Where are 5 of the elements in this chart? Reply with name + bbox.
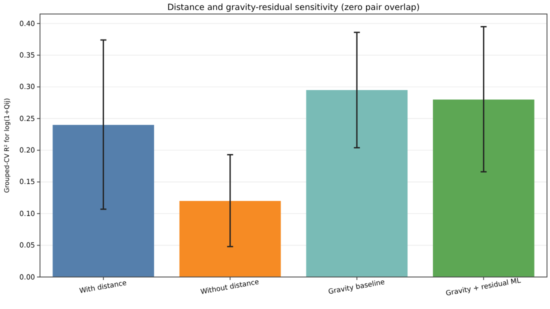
chart-title: Distance and gravity-residual sensitivity (zero pair overlap) — [167, 3, 420, 13]
bar — [306, 90, 408, 277]
bar — [179, 200, 281, 277]
bar — [52, 124, 154, 277]
bar — [432, 100, 534, 277]
